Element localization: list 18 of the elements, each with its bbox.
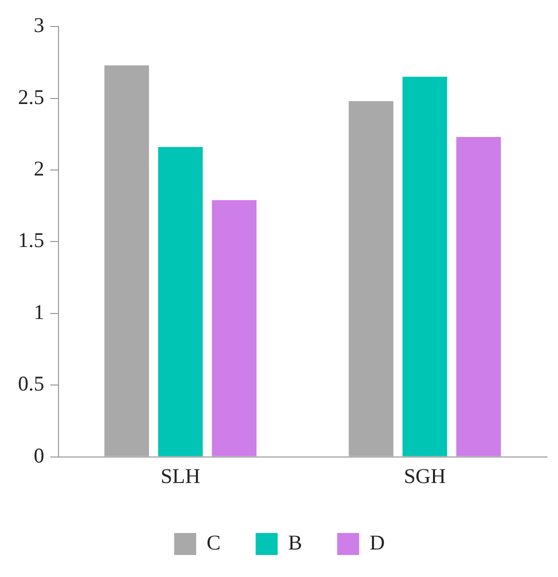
y-tick-label: 3 [34, 13, 44, 38]
y-tick-label: 2.5 [18, 84, 44, 109]
bar [456, 137, 501, 456]
y-tick-label: 1.5 [18, 228, 44, 252]
x-tick-label: SLH [160, 464, 200, 488]
bar [348, 101, 394, 456]
y-tick-label: 0.5 [18, 372, 44, 396]
legend-label: D [370, 530, 385, 555]
bar [402, 76, 448, 456]
y-tick-label: 2 [34, 156, 44, 181]
y-tick-label: 0 [34, 443, 44, 468]
x-tick-label: SGH [404, 464, 446, 488]
legend-label: B [288, 530, 302, 555]
bar [212, 200, 257, 456]
legend-label: C [206, 530, 221, 555]
bar [104, 65, 149, 456]
y-tick-label: 1 [34, 300, 44, 324]
bar [158, 147, 203, 456]
